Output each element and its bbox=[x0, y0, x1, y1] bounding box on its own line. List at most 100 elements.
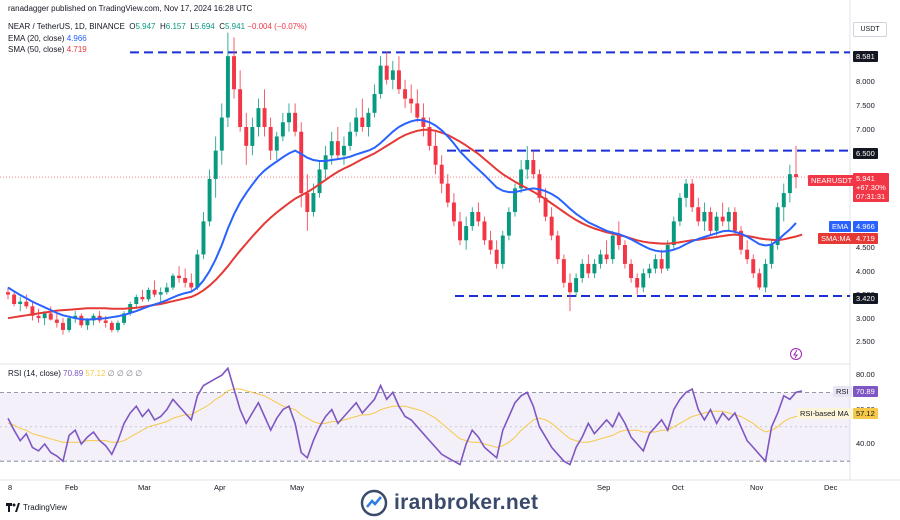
candle-body bbox=[250, 127, 255, 146]
candle-body bbox=[622, 245, 627, 264]
candle-body bbox=[85, 320, 90, 326]
x-tick: Mar bbox=[138, 483, 151, 492]
price-tick: 7.000 bbox=[856, 125, 875, 134]
symbol-name: NEAR / TetherUS, 1D, BINANCE bbox=[8, 22, 125, 31]
candle-body bbox=[164, 287, 169, 293]
brand-logo-icon bbox=[360, 489, 388, 517]
candle-body bbox=[500, 235, 505, 264]
rsi-ma-line bbox=[7, 388, 803, 448]
last-price: 5.941 bbox=[856, 174, 875, 183]
candle-body bbox=[317, 169, 322, 194]
price-tick: 2.500 bbox=[856, 337, 875, 346]
candle-body bbox=[122, 313, 127, 323]
candle-body bbox=[42, 313, 47, 319]
candle-body bbox=[48, 313, 53, 320]
x-tick: Sep bbox=[597, 483, 611, 492]
x-tick: Feb bbox=[65, 483, 78, 492]
ema-legend[interactable]: EMA (20, close) 4.966 bbox=[8, 34, 87, 43]
rsi-tag: RSI bbox=[833, 386, 852, 397]
candle-body bbox=[170, 275, 175, 288]
tradingview-icon bbox=[6, 503, 20, 512]
candle-body bbox=[244, 127, 249, 146]
rsi-legend[interactable]: RSI (14, close) 70.89 57.12 ∅ ∅ ∅ ∅ bbox=[8, 369, 143, 378]
x-tick: Oct bbox=[672, 483, 684, 492]
candle-body bbox=[390, 70, 395, 80]
candle-body bbox=[653, 259, 658, 269]
candle-body bbox=[574, 278, 579, 293]
currency-button[interactable]: USDT bbox=[853, 22, 887, 37]
candle-body bbox=[531, 160, 536, 175]
level-low-label: 3.420 bbox=[853, 293, 878, 304]
candle-body bbox=[732, 211, 737, 231]
ema-value-label: 4.966 bbox=[853, 221, 878, 232]
rsi-value-label: 70.89 bbox=[853, 386, 878, 397]
candle-body bbox=[158, 292, 163, 295]
candle-body bbox=[152, 289, 157, 295]
candle-body bbox=[708, 211, 713, 231]
candle-body bbox=[79, 315, 84, 326]
candle-body bbox=[274, 136, 279, 151]
candle-body bbox=[36, 315, 41, 319]
candle-body bbox=[256, 108, 261, 127]
candle-body bbox=[67, 318, 72, 330]
candle-body bbox=[519, 169, 524, 189]
candle-body bbox=[647, 268, 652, 274]
candle-body bbox=[513, 188, 517, 212]
sma-tag: SMA:MA bbox=[818, 233, 854, 244]
candle-body bbox=[714, 216, 719, 231]
rsi-line bbox=[7, 366, 803, 466]
last-price-box: 5.941 +67.30% 07:31:31 bbox=[853, 173, 889, 202]
candle-body bbox=[225, 56, 230, 118]
symbol-line: NEAR / TetherUS, 1D, BINANCE O5.947 H6.1… bbox=[8, 22, 307, 31]
candle-body bbox=[268, 127, 273, 151]
ohlc-h: H6.157 bbox=[159, 22, 186, 31]
candle-body bbox=[604, 254, 609, 260]
candle-body bbox=[115, 322, 120, 330]
symbol-tag: NEARUSDT bbox=[808, 175, 856, 186]
x-tick: Nov bbox=[750, 483, 764, 492]
ohlc-c: C5.941 bbox=[219, 22, 246, 31]
candle-body bbox=[329, 141, 334, 156]
candle-body bbox=[140, 296, 145, 300]
candle-body bbox=[183, 278, 188, 283]
candle-body bbox=[555, 235, 560, 260]
candle-body bbox=[262, 108, 267, 127]
candle-body bbox=[73, 315, 78, 319]
candle-body bbox=[207, 178, 212, 222]
candle-body bbox=[745, 249, 750, 260]
candle-body bbox=[396, 70, 401, 90]
candle-body bbox=[665, 245, 670, 269]
candle-body bbox=[763, 263, 768, 288]
candle-body bbox=[287, 112, 291, 123]
candle-body bbox=[409, 98, 414, 104]
candle-body bbox=[30, 306, 35, 316]
tradingview-logo[interactable]: TradingView bbox=[6, 503, 67, 512]
candle-body bbox=[506, 211, 511, 236]
candle-body bbox=[293, 112, 298, 132]
lightning-icon bbox=[790, 348, 802, 360]
candle-body bbox=[232, 56, 236, 90]
candle-body bbox=[201, 221, 206, 255]
candle-body bbox=[109, 322, 114, 330]
level-high-label: 8.581 bbox=[853, 51, 878, 62]
sma-legend[interactable]: SMA (50, close) 4.719 bbox=[8, 45, 87, 54]
x-tick: Dec bbox=[824, 483, 838, 492]
candle-body bbox=[372, 93, 377, 113]
candle-body bbox=[213, 150, 218, 179]
x-tick: May bbox=[290, 483, 305, 492]
candle-body bbox=[299, 131, 304, 194]
candle-body bbox=[280, 122, 285, 137]
candle-body bbox=[12, 294, 17, 304]
candle-body bbox=[451, 202, 456, 222]
sma-line bbox=[7, 128, 803, 320]
candle-body bbox=[568, 282, 572, 293]
price-tick: 4.500 bbox=[856, 243, 875, 252]
candle-body bbox=[482, 221, 487, 241]
candle-body bbox=[177, 275, 182, 279]
candle-body bbox=[696, 207, 701, 222]
x-tick: Apr bbox=[214, 483, 226, 492]
candle-body bbox=[787, 174, 792, 194]
candle-body bbox=[543, 197, 548, 217]
pct-change: +67.30% bbox=[856, 183, 886, 192]
